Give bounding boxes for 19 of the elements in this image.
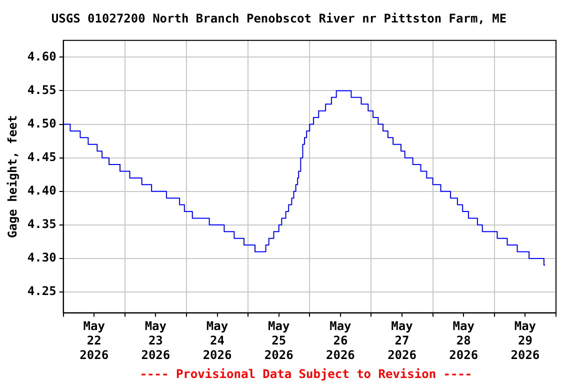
y-tick-label: 4.40 (27, 183, 56, 198)
x-tick-label: May 28 2026 (449, 319, 478, 362)
text: ---- Provisional Data Subject to Revision ---- (140, 367, 472, 382)
x-tick-label: May 23 2026 (141, 319, 170, 362)
y-tick-label: 4.50 (27, 116, 56, 130)
x-tick-label: May 22 2026 (80, 319, 109, 362)
chart-title: USGS 01027200 North Branch Penobscot River nr Pittston Farm, ME (51, 11, 507, 26)
x-tick-label: May 24 2026 (202, 319, 232, 362)
y-axis-title: Gage height, feet (5, 115, 20, 238)
y-tick-label: 4.30 (27, 250, 56, 265)
y-tick-label: 4.45 (27, 150, 56, 164)
x-tick-label: May 25 2026 (264, 319, 294, 362)
y-tick-label: 4.25 (27, 284, 56, 298)
y-tick-label: 4.35 (27, 217, 56, 232)
x-tick-label: May 26 2026 (326, 319, 355, 362)
x-tick-label: May 29 2026 (510, 319, 540, 362)
y-tick-label: 4.55 (27, 82, 56, 97)
x-tick-label: May 27 2026 (388, 319, 416, 362)
y-tick-label: 4.60 (27, 49, 56, 64)
